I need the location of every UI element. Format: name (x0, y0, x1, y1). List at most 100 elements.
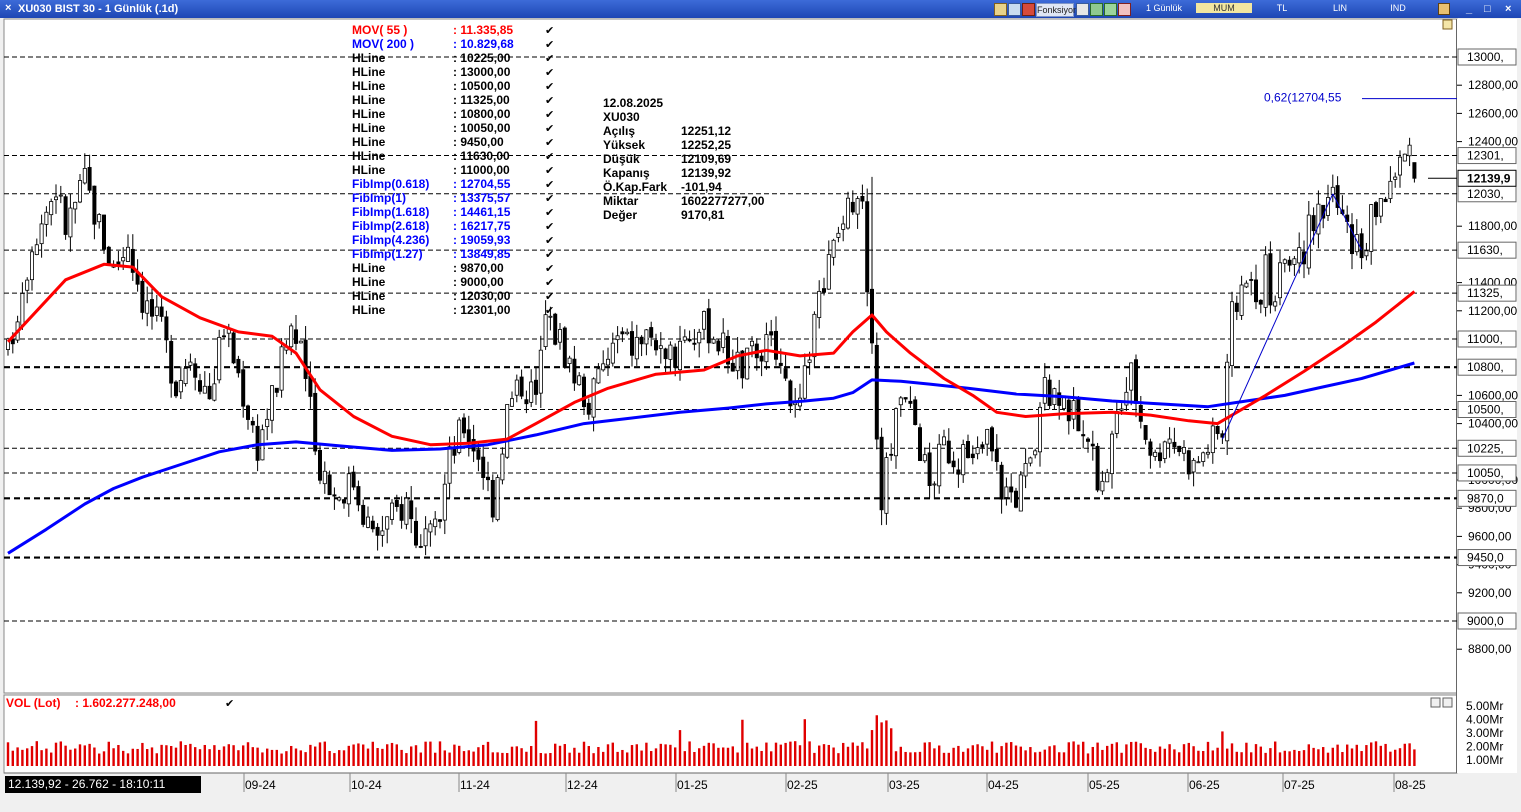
legend-check-icon[interactable]: ✔ (545, 136, 554, 149)
volume-bar (1288, 751, 1291, 766)
info-value: 12139,92 (681, 166, 731, 180)
candle-body (812, 313, 817, 358)
toolbar-icon-7[interactable] (1118, 3, 1131, 16)
maximize-button[interactable]: □ (1484, 3, 1491, 15)
pencil-icon[interactable] (1438, 3, 1450, 15)
candle-body (711, 338, 716, 344)
legend-check-icon[interactable]: ✔ (545, 206, 554, 219)
volume-bar (678, 730, 682, 766)
legend-check-icon[interactable]: ✔ (545, 290, 554, 303)
volume-panel-icon-2[interactable] (1442, 697, 1453, 708)
toggle-ind[interactable]: IND (1390, 3, 1406, 13)
legend-check-icon[interactable]: ✔ (545, 262, 554, 275)
toolbar-icon-4[interactable] (1076, 3, 1089, 16)
volume-check-icon[interactable]: ✔ (225, 697, 234, 710)
volume-bar (760, 750, 763, 766)
toolbar-icon-3[interactable] (1022, 3, 1035, 16)
legend-value: : 12704,55 (453, 177, 511, 191)
legend-check-icon[interactable]: ✔ (545, 122, 554, 135)
toolbar-icon-6[interactable] (1104, 3, 1117, 16)
legend-check-icon[interactable]: ✔ (545, 276, 554, 289)
legend-check-icon[interactable]: ✔ (545, 304, 554, 317)
legend-check-icon[interactable]: ✔ (545, 52, 554, 65)
candle-body (639, 336, 644, 345)
legend-check-icon[interactable]: ✔ (545, 38, 554, 51)
candle-body (634, 336, 639, 360)
minimize-button[interactable]: _ (1466, 3, 1473, 15)
volume-bar (563, 744, 566, 766)
volume-bar (1206, 741, 1210, 766)
volume-bar (1374, 741, 1378, 766)
legend-check-icon[interactable]: ✔ (545, 248, 554, 261)
legend-check-icon[interactable]: ✔ (545, 24, 554, 37)
volume-bar (486, 741, 490, 766)
legend-check-icon[interactable]: ✔ (545, 220, 554, 233)
toggle-lin[interactable]: LIN (1332, 3, 1347, 13)
candle-body (97, 214, 102, 223)
close-button[interactable]: × (1505, 3, 1512, 15)
x-tick-label: 06-25 (1189, 778, 1220, 792)
volume-bar (640, 750, 643, 766)
volume-bar (314, 746, 317, 766)
volume-bar (765, 742, 768, 766)
legend-check-icon[interactable]: ✔ (545, 234, 554, 247)
legend-check-icon[interactable]: ✔ (545, 178, 554, 191)
volume-bar (971, 745, 974, 766)
legend-check-icon[interactable]: ✔ (545, 164, 554, 177)
volume-bar (1408, 743, 1411, 766)
toolbar-icon-2[interactable] (1008, 3, 1021, 16)
legend-check-icon[interactable]: ✔ (545, 94, 554, 107)
hline-label-box (1457, 284, 1517, 302)
volume-panel-icon-1[interactable] (1430, 697, 1441, 708)
ma200-line (7, 361, 1415, 555)
legend-check-icon[interactable]: ✔ (545, 108, 554, 121)
candle-body (990, 427, 995, 452)
candle-body (687, 338, 692, 342)
volume-bar (928, 742, 931, 766)
legend-label: HLine (352, 261, 386, 275)
legend-check-icon[interactable]: ✔ (545, 66, 554, 79)
volume-bar (856, 745, 859, 766)
legend-label: HLine (352, 93, 386, 107)
candle-body (822, 288, 827, 293)
toggle-tl[interactable]: TL (1276, 3, 1288, 13)
legend-check-icon[interactable]: ✔ (545, 80, 554, 93)
toggle-mum[interactable]: MUM (1196, 3, 1252, 13)
candle-body (68, 207, 73, 238)
toolbar-icon-5[interactable] (1090, 3, 1103, 16)
hline-label: 11325, (1467, 286, 1503, 300)
candle-body (279, 346, 284, 391)
candle-body (1018, 474, 1023, 512)
volume-bar (414, 745, 418, 766)
volume-bar (506, 753, 509, 766)
panel-lock-icon[interactable] (1442, 19, 1453, 30)
volume-bar (885, 720, 888, 766)
close-window-icon[interactable]: × (5, 2, 12, 14)
hline-label-box (1457, 401, 1517, 418)
x-tick-label: 12-24 (567, 778, 598, 792)
toolbar-icon-1[interactable] (994, 3, 1007, 16)
legend-check-icon[interactable]: ✔ (545, 192, 554, 205)
volume-bar (1134, 741, 1138, 766)
status-bar: 12.139,92 - 26.762 - 18:10:11 (5, 776, 201, 793)
volume-bar (942, 752, 946, 766)
candle-body (1364, 250, 1369, 257)
volume-bar (1365, 745, 1368, 766)
volume-bar (1216, 747, 1219, 766)
candle-body (1234, 302, 1239, 312)
candle-body (365, 516, 370, 528)
volume-bar (918, 751, 922, 766)
function-button[interactable]: Fonksiyon (1036, 3, 1079, 17)
candle-body (303, 339, 308, 379)
volume-bar (1120, 752, 1123, 766)
volume-bar (741, 719, 744, 766)
legend-check-icon[interactable]: ✔ (545, 150, 554, 163)
candle-body (1162, 441, 1167, 459)
volume-bar (496, 752, 499, 766)
period-1-gunluk[interactable]: 1 Günlük (1145, 3, 1183, 13)
candle-body (884, 457, 889, 514)
volume-tick-label: 4.00Mr (1466, 713, 1503, 727)
candle-body (505, 404, 510, 458)
candle-body (1330, 186, 1335, 195)
